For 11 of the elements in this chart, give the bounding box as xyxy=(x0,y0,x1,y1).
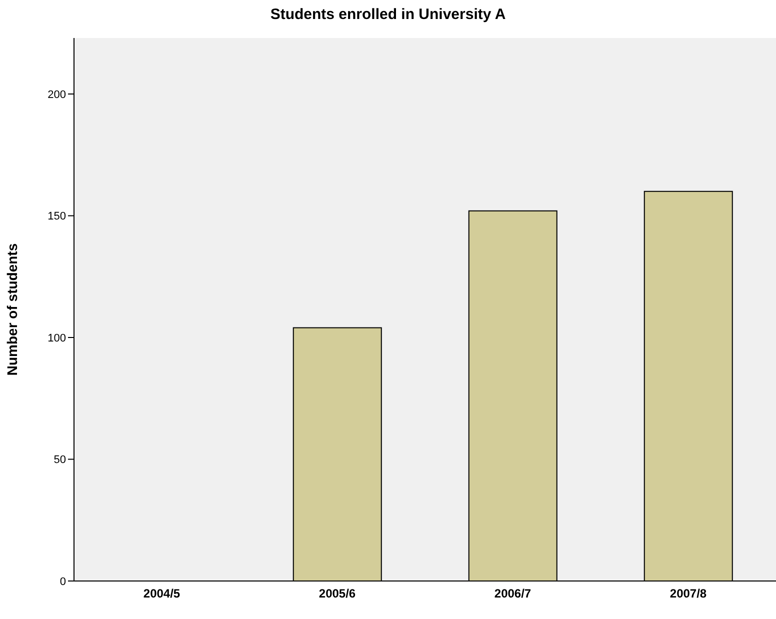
y-tick-label: 50 xyxy=(54,454,66,466)
y-axis-title: Number of students xyxy=(4,243,20,376)
y-tick-label: 150 xyxy=(48,210,66,223)
x-tick-label: 2004/5 xyxy=(143,586,180,601)
y-tick-label: 0 xyxy=(60,576,66,588)
x-tick-label: 2006/7 xyxy=(494,586,532,601)
chart-title: Students enrolled in University A xyxy=(269,6,507,23)
y-tick-label: 100 xyxy=(48,332,66,344)
y-tick-label: 200 xyxy=(48,88,66,101)
x-tick-label: 2007/8 xyxy=(670,586,707,601)
x-tick-label: 2005/6 xyxy=(318,586,356,601)
